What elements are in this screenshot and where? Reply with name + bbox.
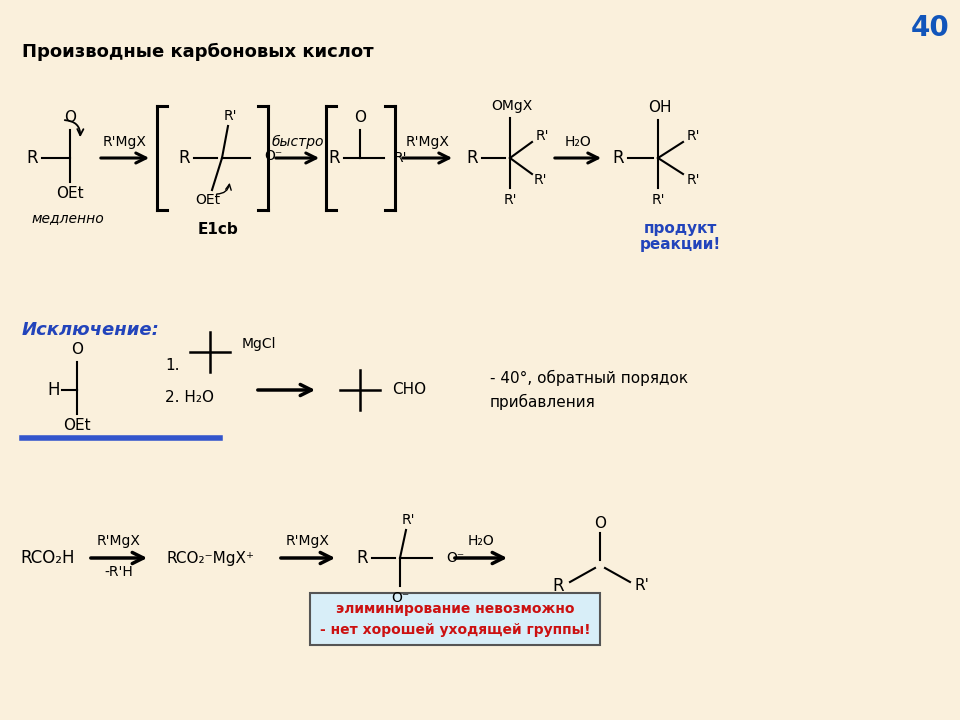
Text: реакции!: реакции! <box>639 236 721 251</box>
Text: R': R' <box>533 173 547 187</box>
Text: медленно: медленно <box>32 211 105 225</box>
Text: OMgX: OMgX <box>492 99 533 113</box>
Text: R: R <box>356 549 368 567</box>
Text: O⁻: O⁻ <box>446 551 465 565</box>
Text: 1.: 1. <box>165 358 180 372</box>
Text: R: R <box>328 149 340 167</box>
Text: MgCl: MgCl <box>242 337 276 351</box>
Text: O⁻: O⁻ <box>391 591 409 605</box>
Text: R: R <box>179 149 190 167</box>
Text: R': R' <box>686 129 700 143</box>
Text: R: R <box>612 149 624 167</box>
Text: O: O <box>64 110 76 125</box>
Text: R': R' <box>401 513 415 527</box>
Text: OEt: OEt <box>63 418 91 433</box>
Text: OEt: OEt <box>196 193 221 207</box>
Text: OEt: OEt <box>57 186 84 202</box>
Text: Производные карбоновых кислот: Производные карбоновых кислот <box>22 43 373 61</box>
Text: R'MgX: R'MgX <box>286 534 330 548</box>
Text: -R'H: -R'H <box>105 565 133 579</box>
Text: быстро: быстро <box>272 135 324 149</box>
Text: R: R <box>552 577 564 595</box>
Text: - 40°, обратный порядок: - 40°, обратный порядок <box>490 370 688 386</box>
Text: E1cb: E1cb <box>198 222 238 238</box>
Text: элиминирование невозможно: элиминирование невозможно <box>336 602 574 616</box>
Text: R: R <box>26 149 37 167</box>
Text: продукт: продукт <box>643 220 717 235</box>
Text: прибавления: прибавления <box>490 394 596 410</box>
Text: R'MgX: R'MgX <box>406 135 450 149</box>
Text: R': R' <box>635 578 649 593</box>
Text: CHO: CHO <box>392 382 426 397</box>
Text: RCO₂⁻MgX⁺: RCO₂⁻MgX⁺ <box>166 551 254 565</box>
Text: O⁻: O⁻ <box>264 149 282 163</box>
Text: RCO₂H: RCO₂H <box>21 549 75 567</box>
Text: O: O <box>594 516 606 531</box>
Text: R': R' <box>686 173 700 187</box>
Text: O: O <box>71 343 83 358</box>
Text: 40: 40 <box>911 14 949 42</box>
Text: R': R' <box>224 109 237 123</box>
Bar <box>310 593 600 645</box>
Text: R': R' <box>394 151 407 165</box>
Text: Исключение:: Исключение: <box>22 321 160 339</box>
Text: R'MgX: R'MgX <box>103 135 147 149</box>
Text: R'MgX: R'MgX <box>97 534 141 548</box>
Text: R': R' <box>651 193 664 207</box>
Text: R': R' <box>503 193 516 207</box>
Text: H₂O: H₂O <box>468 534 494 548</box>
Text: - нет хорошей уходящей группы!: - нет хорошей уходящей группы! <box>320 623 590 637</box>
Text: 2. H₂O: 2. H₂O <box>165 390 214 405</box>
Text: H₂O: H₂O <box>564 135 591 149</box>
Text: O: O <box>354 110 366 125</box>
Text: OH: OH <box>648 101 672 115</box>
Text: R': R' <box>536 129 549 143</box>
Text: H: H <box>48 381 60 399</box>
Text: R: R <box>467 149 478 167</box>
